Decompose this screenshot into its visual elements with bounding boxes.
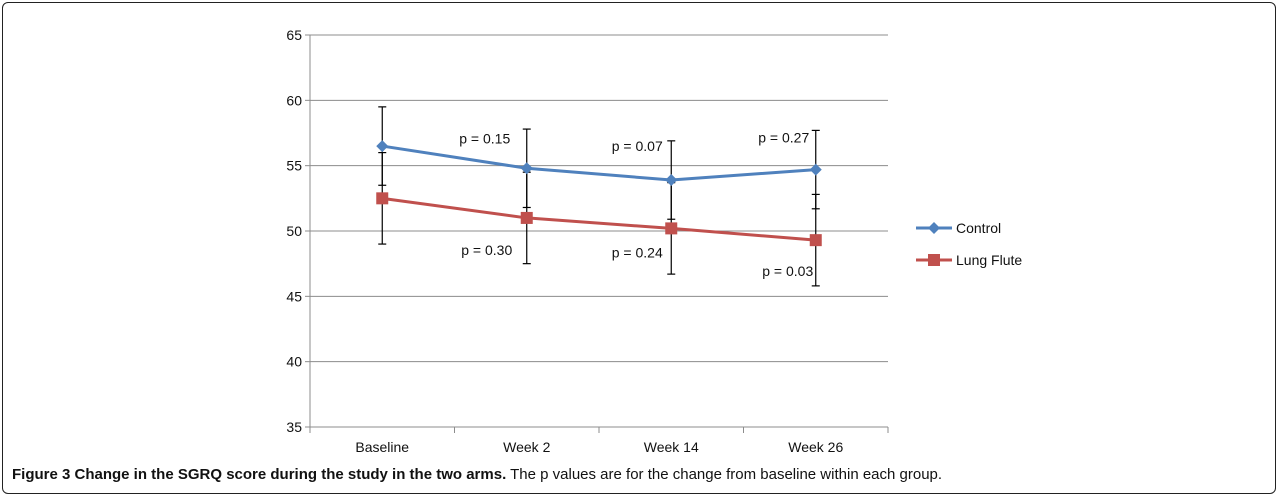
control-point: [809, 163, 822, 176]
control-point: [520, 162, 533, 175]
y-tick-label: 60: [286, 92, 302, 108]
legend-lung-flute-marker: [928, 254, 940, 266]
y-tick-label: 35: [286, 419, 302, 435]
x-tick-label: Baseline: [355, 439, 409, 455]
x-tick-label: Week 26: [788, 439, 843, 455]
legend-control-marker: [928, 222, 940, 234]
p-value-label: p = 0.15: [459, 130, 510, 146]
legend-control-label: Control: [956, 220, 1001, 236]
y-tick-label: 45: [286, 288, 302, 304]
caption-title: Figure 3 Change in the SGRQ score during…: [12, 466, 507, 483]
y-tick-label: 50: [286, 223, 302, 239]
p-value-label: p = 0.03: [762, 263, 813, 279]
p-value-label: p = 0.07: [612, 138, 663, 154]
lung-flute-point: [520, 211, 533, 224]
y-tick-label: 40: [286, 354, 302, 370]
lung-flute-line: [382, 196, 816, 242]
control-point: [665, 174, 678, 187]
x-tick-label: Week 14: [644, 439, 699, 455]
legend-lung-flute-label: Lung Flute: [956, 252, 1022, 268]
y-tick-label: 65: [286, 27, 302, 43]
lung-flute-point: [665, 222, 678, 235]
figure-caption: Figure 3 Change in the SGRQ score during…: [12, 460, 1274, 490]
control-point: [376, 140, 389, 153]
x-tick-label: Week 2: [503, 439, 550, 455]
p-value-label: p = 0.24: [612, 244, 663, 260]
caption-text: The p values are for the change from bas…: [506, 466, 943, 483]
p-value-label: p = 0.27: [758, 130, 809, 146]
lung-flute-point: [376, 192, 389, 205]
p-value-label: p = 0.30: [461, 242, 512, 258]
lung-flute-point: [809, 234, 822, 247]
control-line: [382, 144, 816, 182]
y-tick-label: 55: [286, 158, 302, 174]
chart: 35 40 45 50 55 60 65 Baseline Week 2 Week 14 Week …: [286, 27, 1022, 455]
